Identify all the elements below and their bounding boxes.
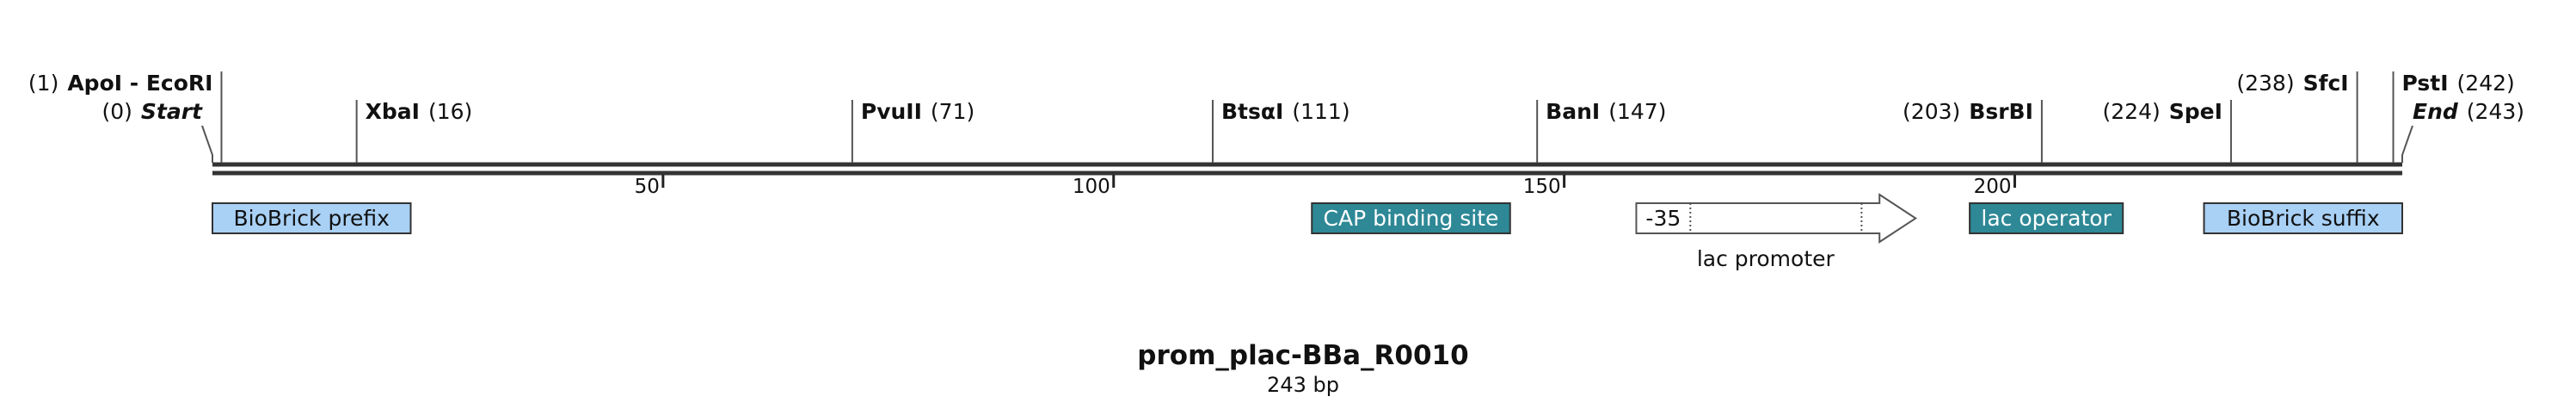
feature-lac-operator: lac operator (1969, 202, 2124, 234)
site-name: SpeI (2169, 99, 2222, 124)
promoter-arrow (1635, 193, 1918, 244)
feature-cap-binding-site: CAP binding site (1311, 202, 1511, 234)
feature-label: BioBrick prefix (234, 206, 390, 231)
site-bani: BanI (147) (1546, 99, 1666, 124)
feature-label: lac operator (1981, 206, 2112, 231)
site-position: (16) (428, 99, 472, 124)
feature-box (2203, 202, 2404, 234)
site-end: End (243) (2413, 99, 2524, 124)
site-position: (1) (28, 71, 58, 96)
site-position: (203) (1903, 99, 1960, 124)
site-position: (0) (101, 99, 132, 124)
feature-label: CAP binding site (1324, 206, 1499, 231)
site-position: (111) (1292, 99, 1349, 124)
site-position: (71) (931, 99, 974, 124)
ruler-tick-label: 50 (635, 176, 660, 198)
site-pvuii: PvuII (71) (861, 99, 974, 124)
feature-label: BioBrick suffix (2227, 206, 2380, 231)
site-name: PstI (2402, 71, 2449, 96)
site-sfci: SfcI (238) (2236, 71, 2348, 96)
site-spei: SpeI (224) (2103, 99, 2222, 124)
minus35-label: -35 (1645, 206, 1681, 231)
site-labels: ApoI - EcoRI (1) Start (0) XbaI (16) PvuII (71)… (28, 71, 2524, 124)
site-bsrbi: BsrBI (203) (1903, 99, 2033, 124)
site-position: (147) (1608, 99, 1666, 124)
features: BioBrick prefix CAP binding site -35 lac pr… (212, 193, 2404, 271)
site-name: XbaI (366, 99, 420, 124)
site-name: SfcI (2303, 71, 2349, 96)
ruler-tick-label: 200 (1974, 176, 2012, 198)
feature-biobrick-prefix: BioBrick prefix (212, 202, 412, 234)
site-position: (242) (2457, 71, 2515, 96)
site-position: (238) (2236, 71, 2294, 96)
site-psti: PstI (242) (2402, 71, 2515, 96)
site-name: BanI (1546, 99, 1600, 124)
sequence-length: 243 bp (1267, 373, 1339, 397)
feature-label: lac promoter (1697, 246, 1835, 271)
feature-biobrick-suffix: BioBrick suffix (2203, 202, 2404, 234)
site-leader (2401, 125, 2413, 163)
ruler-tick-label: 150 (1523, 176, 1561, 198)
site-name: PvuII (861, 99, 922, 124)
feature-box (1969, 202, 2124, 234)
site-name: BsrBI (1969, 99, 2033, 124)
sequence-backbone (212, 162, 2402, 176)
feature-lac-promoter: -35 lac promoter (1635, 193, 1918, 271)
site-leader (201, 125, 213, 163)
site-name: End (2413, 99, 2459, 124)
ruler-tick-label: 100 (1073, 176, 1110, 198)
site-leaders (201, 71, 2413, 163)
site-xbai: XbaI (16) (366, 99, 473, 124)
site-name: Start (141, 99, 203, 124)
feature-box (1311, 202, 1511, 234)
site-start: Start (0) (101, 99, 203, 124)
sequence-title: prom_plac-BBa_R0010 (1137, 340, 1468, 371)
site-btsai: BtsαI (111) (1221, 99, 1350, 124)
site-name: BtsαI (1221, 99, 1283, 124)
site-apoi-ecori: ApoI - EcoRI (1) (28, 71, 213, 96)
site-position: (243) (2467, 99, 2524, 124)
site-name: ApoI - EcoRI (67, 71, 212, 96)
ruler: 50 100 150 200 (635, 175, 2016, 198)
feature-box (212, 202, 412, 234)
site-position: (224) (2103, 99, 2161, 124)
